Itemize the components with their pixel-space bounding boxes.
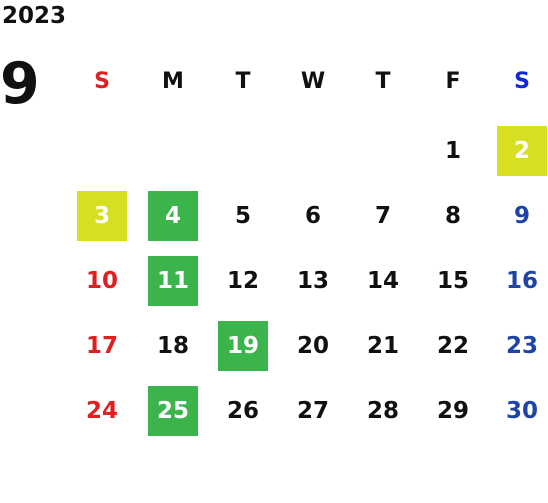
weekday-header: T xyxy=(235,68,251,94)
calendar-day[interactable]: 4 xyxy=(148,191,198,241)
calendar-day[interactable]: 30 xyxy=(505,398,538,424)
weekday-header: F xyxy=(445,68,461,94)
calendar-year: 2023 xyxy=(2,3,67,29)
calendar-day[interactable]: 7 xyxy=(374,203,391,229)
calendar-month: 9 xyxy=(0,51,40,117)
calendar-day[interactable]: 27 xyxy=(296,398,329,424)
calendar-day[interactable]: 5 xyxy=(234,203,251,229)
weekday-header: S xyxy=(514,68,530,94)
calendar-day[interactable]: 9 xyxy=(513,203,530,229)
calendar-day[interactable]: 8 xyxy=(444,203,461,229)
calendar-day[interactable]: 20 xyxy=(296,333,329,359)
calendar-day[interactable]: 17 xyxy=(85,333,118,359)
weekday-header: M xyxy=(162,68,184,94)
calendar-day[interactable]: 15 xyxy=(436,268,469,294)
weekday-header: W xyxy=(300,68,326,94)
calendar-day[interactable]: 2 xyxy=(497,126,547,176)
calendar-day[interactable]: 13 xyxy=(296,268,329,294)
calendar-day[interactable]: 26 xyxy=(226,398,259,424)
calendar-day[interactable]: 10 xyxy=(85,268,118,294)
calendar-day[interactable]: 12 xyxy=(226,268,259,294)
calendar-day[interactable]: 18 xyxy=(156,333,189,359)
calendar-day[interactable]: 6 xyxy=(304,203,321,229)
calendar-day[interactable]: 19 xyxy=(218,321,268,371)
calendar-day[interactable]: 22 xyxy=(436,333,469,359)
calendar-day[interactable]: 25 xyxy=(148,386,198,436)
weekday-header: T xyxy=(375,68,391,94)
calendar-day[interactable]: 24 xyxy=(85,398,118,424)
calendar-day[interactable]: 11 xyxy=(148,256,198,306)
calendar-day[interactable]: 28 xyxy=(366,398,399,424)
weekday-header: S xyxy=(94,68,110,94)
calendar-day[interactable]: 3 xyxy=(77,191,127,241)
calendar-day[interactable]: 1 xyxy=(444,138,461,164)
calendar-day[interactable]: 21 xyxy=(366,333,399,359)
calendar-day[interactable]: 29 xyxy=(436,398,469,424)
calendar-day[interactable]: 23 xyxy=(505,333,538,359)
calendar-day[interactable]: 16 xyxy=(505,268,538,294)
calendar-day[interactable]: 14 xyxy=(366,268,399,294)
